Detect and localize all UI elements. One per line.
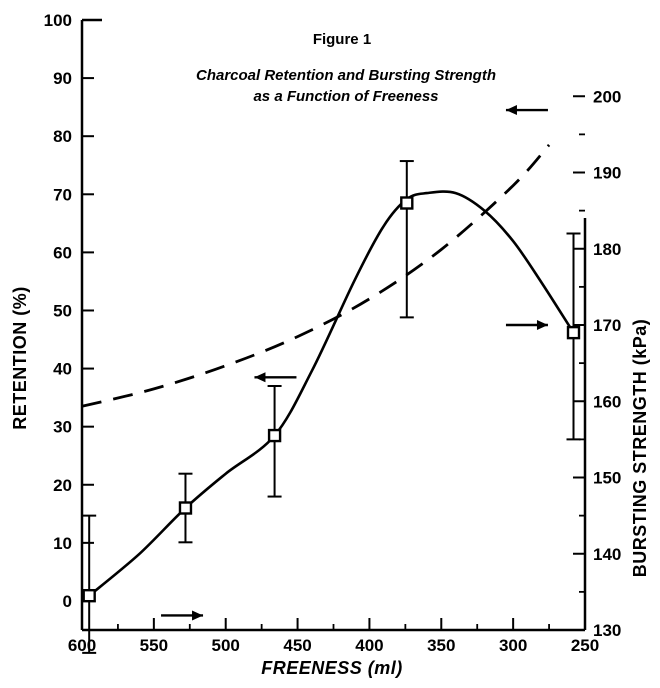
y-left-tick-label: 90 [53,69,72,88]
y-left-tick-label: 70 [53,185,72,204]
x-tick-label: 250 [571,636,599,655]
retention-series-line [81,143,551,408]
arrow-head-icon [254,372,266,383]
y-left-tick-label: 100 [44,11,72,30]
y-right-tick-label: 200 [593,87,621,106]
y-left-tick-label: 80 [53,127,72,146]
axes-layer [80,18,587,632]
x-tick-label: 500 [212,636,240,655]
data-point-marker [267,428,282,443]
y-right-tick-label: 150 [593,469,621,488]
y-left-tick-label: 40 [53,360,72,379]
y-left-tick-label: 20 [53,476,72,495]
arrow-head-icon [192,610,204,621]
x-tick-label: 350 [427,636,455,655]
x-tick-label: 600 [68,636,96,655]
y-right-tick-label: 160 [593,392,621,411]
chart-title: Figure 1 [313,31,371,48]
y-left-tick-label: 0 [63,592,72,611]
y-left-tick-label: 50 [53,301,72,320]
y-left-tick-label: 30 [53,418,72,437]
data-point-marker [82,588,96,603]
data-point-marker [400,196,414,210]
x-tick-label: 550 [140,636,168,655]
bursting-strength-series-line [88,190,575,597]
text-layer: Figure 1 Charcoal Retention and Bursting… [10,11,650,678]
x-tick-label: 400 [355,636,383,655]
y-right-tick-label: 180 [593,240,621,259]
x-tick-label: 300 [499,636,527,655]
y-axis-left-title: RETENTION (%) [10,286,30,430]
y-right-tick-label: 130 [593,621,621,640]
y-right-tick-label: 140 [593,545,621,564]
y-right-tick-label: 190 [593,164,621,183]
y-left-tick-label: 10 [53,534,72,553]
y-left-tick-label: 60 [53,243,72,262]
series-layer [81,105,581,654]
data-point-marker [178,501,193,515]
y-axis-right-title: BURSTING STRENGTH (kPa) [630,319,650,578]
x-axis-title: FREENESS (ml) [261,658,403,678]
x-tick-label: 450 [283,636,311,655]
chart-subtitle-line-1: Charcoal Retention and Bursting Strength [196,67,496,84]
y-right-tick-label: 170 [593,316,621,335]
arrow-head-icon [536,320,548,330]
data-point-marker [566,325,581,340]
arrow-head-icon [505,105,517,116]
chart-subtitle-line-2: as a Function of Freeness [253,88,438,105]
